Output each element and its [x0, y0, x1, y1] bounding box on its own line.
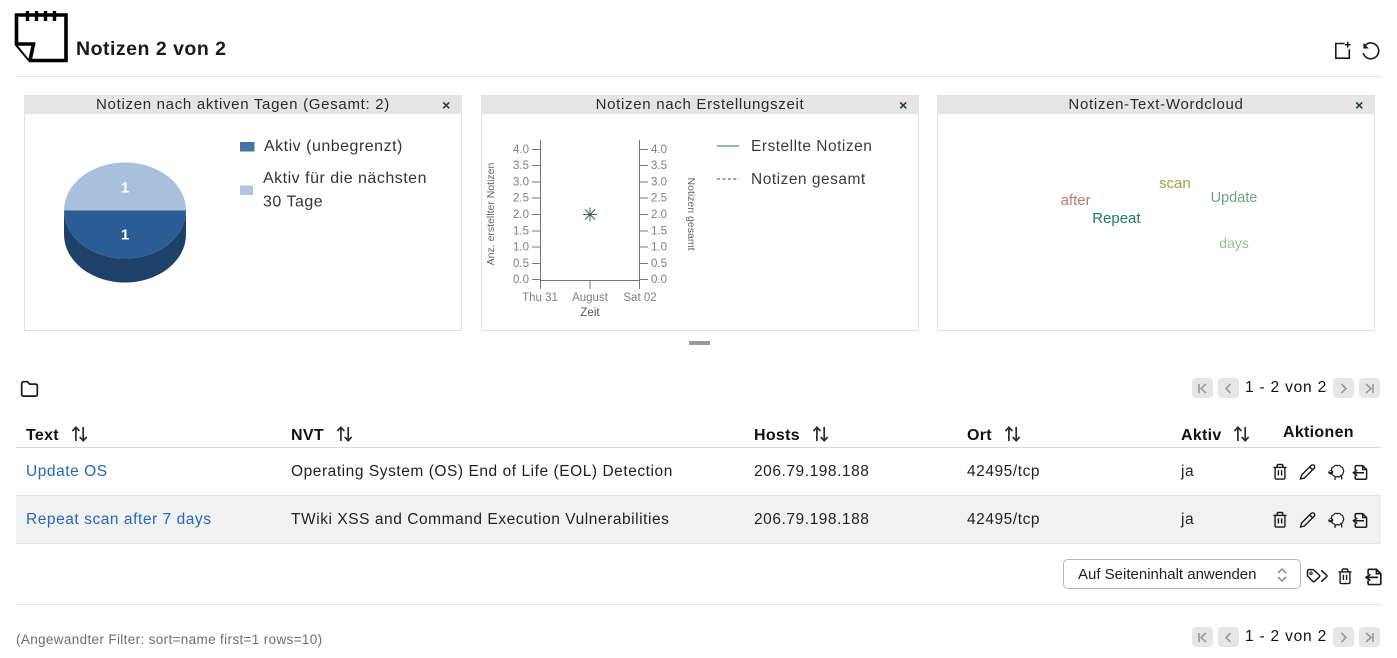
svg-text:2.0: 2.0: [513, 209, 529, 221]
svg-text:0.0: 0.0: [651, 274, 667, 286]
svg-text:Aktiv (unbegrenzt): Aktiv (unbegrenzt): [264, 138, 403, 155]
svg-text:Zeit: Zeit: [580, 307, 600, 319]
svg-text:0.5: 0.5: [513, 258, 529, 270]
svg-text:1: 1: [121, 180, 129, 197]
svg-text:Sat 02: Sat 02: [623, 292, 656, 304]
svg-text:1.5: 1.5: [513, 226, 529, 238]
svg-text:3.0: 3.0: [513, 177, 529, 189]
svg-text:1.0: 1.0: [651, 242, 667, 254]
svg-text:4.0: 4.0: [651, 144, 667, 156]
svg-text:2.5: 2.5: [513, 193, 529, 205]
svg-text:1: 1: [121, 227, 129, 244]
svg-text:3.5: 3.5: [651, 160, 667, 172]
svg-text:30 Tage: 30 Tage: [263, 194, 323, 211]
svg-text:August: August: [572, 292, 609, 304]
svg-text:3.5: 3.5: [513, 160, 529, 172]
svg-text:Erstellte Notizen: Erstellte Notizen: [751, 138, 872, 155]
svg-text:Thu 31: Thu 31: [522, 292, 558, 304]
svg-text:Notizen gesamt: Notizen gesamt: [751, 171, 866, 188]
svg-text:2.0: 2.0: [651, 209, 667, 221]
svg-text:3.0: 3.0: [651, 177, 667, 189]
svg-text:1.0: 1.0: [513, 242, 529, 254]
svg-text:Anz. erstellter Notizen: Anz. erstellter Notizen: [485, 162, 497, 265]
svg-text:0.0: 0.0: [513, 274, 529, 286]
svg-text:Aktiv für die nächsten: Aktiv für die nächsten: [263, 170, 427, 187]
svg-text:Notizen gesamt: Notizen gesamt: [685, 178, 697, 251]
svg-text:0.5: 0.5: [651, 258, 667, 270]
svg-text:2.5: 2.5: [651, 193, 667, 205]
svg-text:1.5: 1.5: [651, 226, 667, 238]
svg-text:4.0: 4.0: [513, 144, 529, 156]
